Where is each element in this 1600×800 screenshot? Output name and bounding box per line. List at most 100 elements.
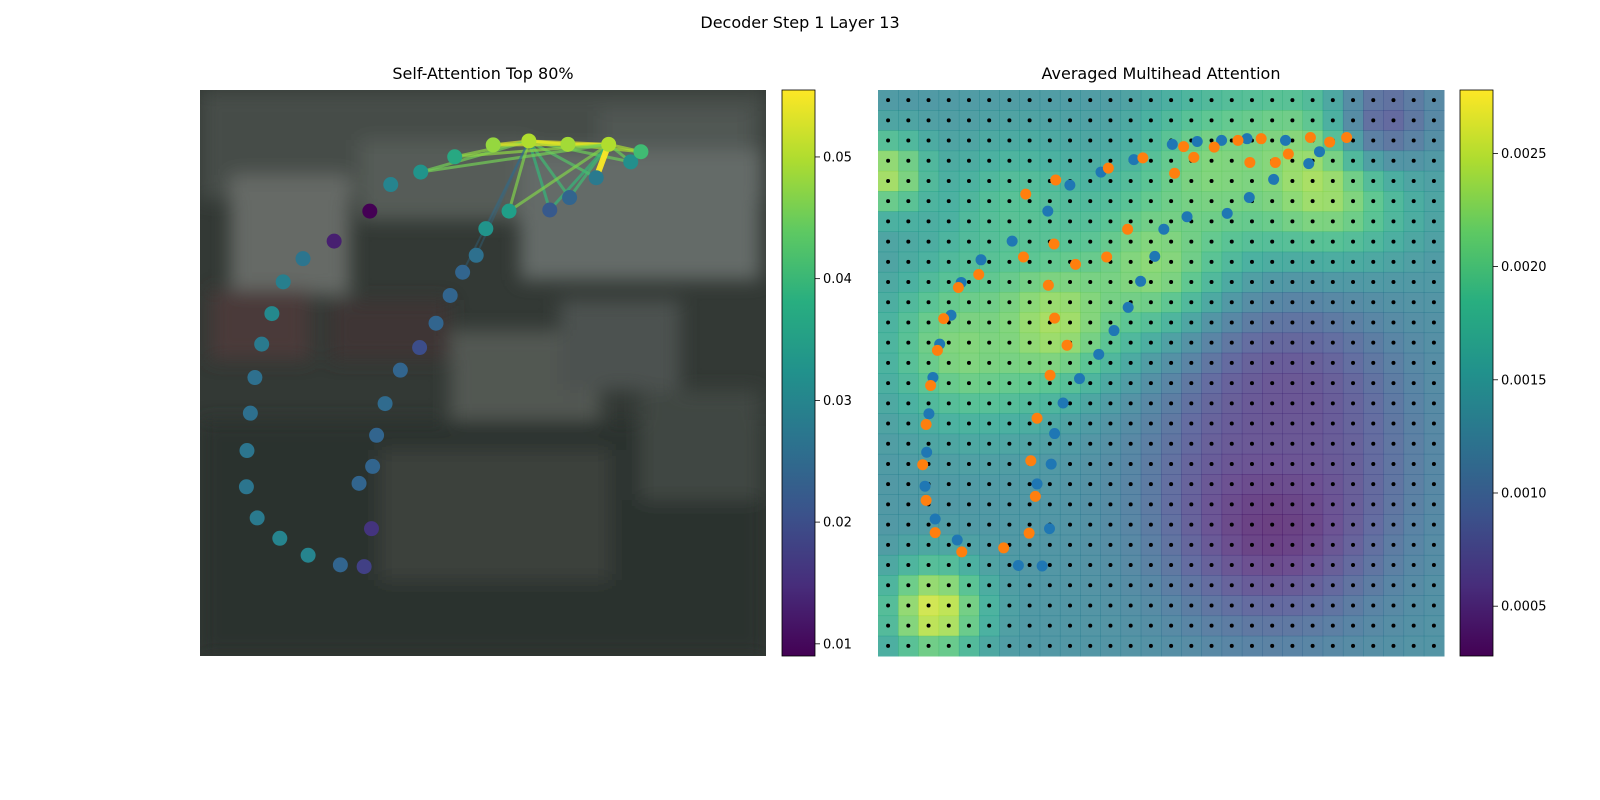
scatter-point (1057, 397, 1069, 409)
grid-dot (946, 118, 951, 123)
grid-dot (1108, 138, 1113, 143)
grid-dot (1027, 441, 1032, 446)
grid-dot (1209, 502, 1214, 507)
grid-dot (1351, 340, 1356, 345)
grid-dot (1431, 239, 1436, 244)
grid-dot (1189, 239, 1194, 244)
attention-edge (568, 143, 610, 199)
grid-dot (1270, 300, 1275, 305)
grid-dot (1330, 300, 1335, 305)
grid-dot (1189, 360, 1194, 365)
grid-dot (946, 522, 951, 527)
grid-dot (1371, 259, 1376, 264)
grid-dot (1108, 401, 1113, 406)
grid-dot (1371, 421, 1376, 426)
grid-dot (1431, 199, 1436, 204)
grid-dot (1229, 178, 1234, 183)
grid-dot (1330, 219, 1335, 224)
grid-dot (1290, 219, 1295, 224)
grid-dot (906, 340, 911, 345)
scatter-point (1023, 527, 1035, 539)
grid-dot (1270, 461, 1275, 466)
grid-dot (1391, 340, 1396, 345)
grid-dot (1068, 118, 1073, 123)
grid-dot (1088, 360, 1093, 365)
grid-dot (1411, 280, 1416, 285)
grid-dot (1068, 138, 1073, 143)
grid-dot (1108, 118, 1113, 123)
grid-dot (1431, 461, 1436, 466)
grid-dot (886, 138, 891, 143)
grid-dot (1088, 482, 1093, 487)
grid-dot (1189, 603, 1194, 608)
grid-dot (1290, 502, 1295, 507)
grid-dot (886, 300, 891, 305)
grid-dot (1128, 461, 1133, 466)
grid-dot (1391, 421, 1396, 426)
grid-dot (1068, 643, 1073, 648)
grid-dot (1027, 502, 1032, 507)
grid-dot (1229, 522, 1234, 527)
grid-dot (906, 300, 911, 305)
grid-dot (1209, 522, 1214, 527)
grid-dot (1310, 603, 1315, 608)
grid-dot (1249, 98, 1254, 103)
scatter-point (485, 137, 501, 153)
scatter-point (623, 154, 639, 170)
grid-dot (966, 583, 971, 588)
scatter-point (998, 542, 1010, 554)
grid-dot (1088, 401, 1093, 406)
grid-dot (1128, 239, 1133, 244)
grid-dot (1249, 461, 1254, 466)
grid-dot (1431, 360, 1436, 365)
grid-dot (1270, 118, 1275, 123)
scatter-point (249, 510, 265, 526)
grid-dot (946, 643, 951, 648)
grid-dot (1128, 421, 1133, 426)
grid-dot (1431, 320, 1436, 325)
grid-dot (1290, 199, 1295, 204)
grid-dot (1209, 542, 1214, 547)
grid-dot (886, 603, 891, 608)
grid-dot (1148, 320, 1153, 325)
scatter-point (1048, 238, 1060, 250)
grid-dot (946, 542, 951, 547)
grid-dot (1330, 421, 1335, 426)
grid-dot (1431, 643, 1436, 648)
grid-dot (906, 239, 911, 244)
grid-dot (1169, 219, 1174, 224)
grid-dot (987, 583, 992, 588)
grid-dot (1310, 118, 1315, 123)
scatter-point (1108, 325, 1120, 337)
grid-dot (1128, 178, 1133, 183)
grid-dot (1330, 178, 1335, 183)
grid-dot (1108, 502, 1113, 507)
grid-dot (1330, 623, 1335, 628)
grid-dot (1249, 280, 1254, 285)
grid-dot (1431, 98, 1436, 103)
grid-dot (1229, 482, 1234, 487)
grid-dot (946, 381, 951, 386)
grid-dot (987, 542, 992, 547)
grid-dot (906, 461, 911, 466)
grid-dot (1128, 259, 1133, 264)
grid-dot (1209, 219, 1214, 224)
scatter-point (238, 479, 254, 495)
grid-dot (1047, 381, 1052, 386)
grid-dot (1411, 178, 1416, 183)
grid-dot (1330, 542, 1335, 547)
grid-dot (1270, 441, 1275, 446)
grid-dot (906, 98, 911, 103)
scatter-point (413, 164, 429, 180)
grid-dot (1229, 259, 1234, 264)
grid-dot (1007, 259, 1012, 264)
colorbar-tick-label: 0.0005 (1501, 600, 1547, 615)
grid-dot (1229, 239, 1234, 244)
grid-dot (906, 280, 911, 285)
scatter-point (428, 315, 444, 331)
grid-dot (1391, 583, 1396, 588)
grid-dot (1148, 381, 1153, 386)
scatter-point (973, 269, 985, 281)
grid-dot (1431, 522, 1436, 527)
scatter-point (1070, 258, 1082, 270)
